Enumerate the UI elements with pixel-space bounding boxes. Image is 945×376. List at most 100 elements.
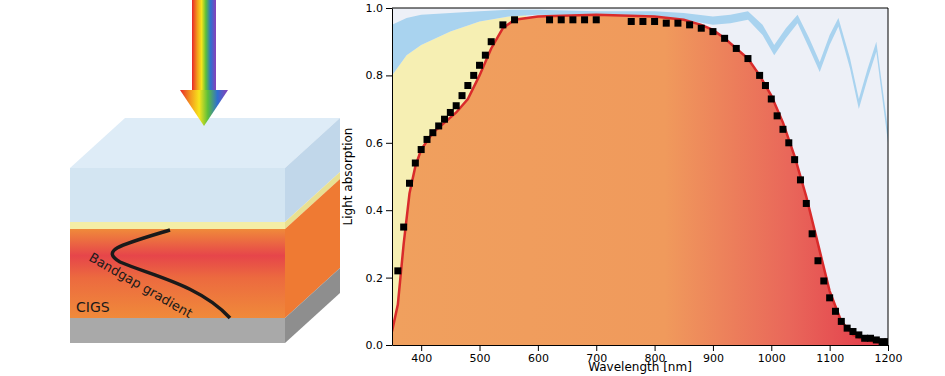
data-point: [733, 45, 740, 52]
data-point: [698, 25, 705, 32]
tick-mark: [713, 345, 714, 351]
data-point: [791, 156, 798, 163]
tick-mark: [830, 345, 831, 351]
tick: 1.0: [366, 2, 393, 15]
data-point: [429, 129, 436, 136]
data-point: [418, 146, 425, 153]
layer-label: CIGS: [76, 299, 110, 315]
data-point: [470, 72, 477, 79]
tick-mark: [386, 8, 392, 9]
model-line: [392, 15, 888, 344]
plot-background: [392, 8, 888, 345]
tick-label: 0.6: [366, 137, 384, 150]
tick-mark: [771, 345, 772, 351]
data-point: [482, 52, 489, 59]
buffer-layer: [70, 222, 285, 229]
glass-layer: [70, 168, 285, 222]
data-point: [774, 112, 781, 119]
data-point: [412, 160, 419, 167]
data-point: [459, 92, 466, 99]
data-point: [511, 16, 518, 23]
light-arrow-shaft: [192, 0, 216, 92]
tick-label: 0.0: [366, 339, 384, 352]
data-point: [814, 257, 821, 264]
data-point: [768, 95, 775, 102]
tick-mark: [386, 278, 392, 279]
tick-mark: [538, 345, 539, 351]
y-axis-title: Light absorption: [341, 128, 355, 226]
tick-label: 1100: [816, 352, 844, 365]
data-point: [394, 267, 401, 274]
tick: 900: [703, 345, 724, 365]
tick-mark: [386, 143, 392, 144]
tick: 1200: [875, 345, 903, 365]
data-point: [581, 16, 588, 23]
data-point: [785, 139, 792, 146]
tick-mark: [480, 345, 481, 351]
data-point: [569, 16, 576, 23]
x-axis-title: Wavelength [nm]: [588, 360, 692, 374]
data-point: [826, 294, 833, 301]
tick: 1100: [816, 345, 844, 365]
substrate-layer-side: [285, 268, 340, 343]
data-point: [709, 28, 716, 35]
data-point: [674, 20, 681, 27]
data-point: [762, 82, 769, 89]
tick: 400: [411, 345, 432, 365]
tick: 0.8: [366, 69, 393, 82]
tick: 1000: [758, 345, 786, 365]
light-arrow-head: [180, 90, 228, 126]
tick-label: 600: [528, 352, 549, 365]
data-point: [447, 109, 454, 116]
data-point: [488, 38, 495, 45]
data-point: [686, 21, 693, 28]
data-point: [476, 62, 483, 69]
tick: 0.6: [366, 137, 393, 150]
data-point: [803, 200, 810, 207]
frame-top: [392, 8, 888, 9]
substrate-layer: [70, 318, 285, 343]
tick-label: 0.2: [366, 272, 384, 285]
tick-label: 900: [703, 352, 724, 365]
data-point: [558, 16, 565, 23]
data-point: [663, 20, 670, 27]
data-point: [639, 18, 646, 25]
tick-label: 500: [470, 352, 491, 365]
data-point: [809, 230, 816, 237]
data-point: [453, 102, 460, 109]
data-point: [435, 122, 442, 129]
data-point: [756, 72, 763, 79]
tick-label: 1200: [875, 352, 903, 365]
tick-mark: [386, 75, 392, 76]
tick-mark: [386, 210, 392, 211]
tick-mark: [596, 345, 597, 351]
axis-line: [392, 9, 393, 346]
data-point: [464, 82, 471, 89]
data-point: [424, 136, 431, 143]
axis-line: [393, 345, 889, 346]
tick-label: 0.8: [366, 69, 384, 82]
tick: 0.4: [366, 204, 393, 217]
absorption-fill: [392, 15, 888, 345]
data-point: [400, 224, 407, 231]
data-point: [885, 338, 889, 345]
data-point: [651, 18, 658, 25]
data-point: [838, 318, 845, 325]
plot-area: [392, 10, 888, 345]
data-point: [406, 180, 413, 187]
data-point: [779, 126, 786, 133]
diagram: Bandgap gradientCIGS: [70, 0, 340, 343]
tick-label: 1000: [758, 352, 786, 365]
frame-right: [888, 8, 889, 345]
data-point: [832, 308, 839, 315]
tick-label: 1.0: [366, 2, 384, 15]
data-point: [721, 35, 728, 42]
data-point: [441, 116, 448, 123]
data-point: [744, 55, 751, 62]
figure: Bandgap gradientCIGS40050060070080090010…: [0, 0, 945, 376]
data-point: [499, 21, 506, 28]
tick: 500: [470, 345, 491, 365]
tick-label: 400: [411, 352, 432, 365]
data-point: [546, 16, 553, 23]
tick-label: 0.4: [366, 204, 384, 217]
